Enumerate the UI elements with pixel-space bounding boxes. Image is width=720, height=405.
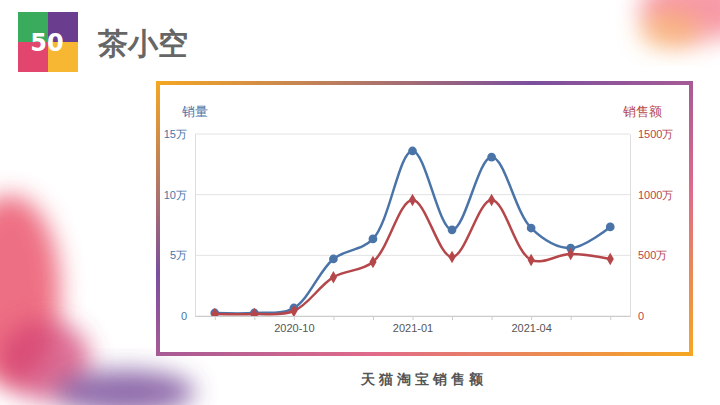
slide: 50 茶小空天猫淘宝销售额 0 5万 10万 15万 0 500万 1000万 1500万 2020…	[0, 0, 720, 405]
series-marker	[567, 248, 574, 260]
x-tick	[373, 316, 374, 320]
y-axis: 0 5万 10万 15万	[164, 128, 196, 322]
caption: 天猫淘宝销售额	[360, 371, 487, 387]
x-tick-mark	[294, 316, 295, 320]
x-tick	[215, 316, 216, 320]
series-marker	[251, 308, 258, 316]
y-tick: 15万	[164, 128, 195, 140]
x-tick	[610, 316, 611, 320]
series-marker	[369, 256, 376, 268]
y2-tick: 1000万	[630, 189, 673, 201]
y2-tick: 1500万	[630, 128, 673, 140]
series-marker	[290, 305, 297, 316]
x-tick: 2021-04	[511, 316, 551, 334]
x-tick-mark	[492, 316, 493, 320]
y2-tick-label: 1500万	[638, 128, 673, 140]
series-marker	[329, 255, 338, 264]
series-marker	[607, 253, 614, 265]
series-marker	[369, 235, 378, 244]
series-marker	[528, 254, 535, 266]
plot-area	[210, 147, 614, 316]
y-tick: 10万	[164, 189, 195, 201]
x-tick	[571, 316, 572, 320]
y2-tick-label: 0	[638, 310, 644, 322]
y-axis-line	[195, 135, 196, 317]
x-tick	[492, 316, 493, 320]
y2-axis: 0 500万 1000万 1500万	[630, 128, 673, 322]
slide-badge: 50	[18, 12, 78, 72]
y-tick-label: 15万	[164, 128, 187, 140]
x-tick-mark	[452, 316, 453, 320]
series-marker	[527, 224, 536, 233]
y2-tick: 500万	[630, 249, 667, 261]
y-tick-label: 0	[181, 310, 187, 322]
series-marker	[488, 194, 495, 206]
series-marker	[409, 194, 416, 206]
series-line	[215, 151, 610, 313]
grid-line	[195, 134, 630, 135]
series-line	[215, 200, 610, 314]
decoration	[0, 0, 720, 405]
chart-frame	[158, 83, 691, 354]
x-tick	[452, 316, 453, 320]
x-tick-mark	[254, 316, 255, 320]
series-marker	[211, 308, 218, 316]
x-tick-mark	[571, 316, 572, 320]
series-marker	[408, 147, 417, 156]
y-tick-label: 10万	[164, 189, 187, 201]
x-tick: 2021-01	[393, 316, 433, 334]
x-tick-mark	[215, 316, 216, 320]
y2-tick-label: 500万	[638, 249, 667, 261]
x-tick-mark	[333, 316, 334, 320]
series-marker	[448, 251, 455, 263]
x-tick-mark	[373, 316, 374, 320]
slide-number: 50	[30, 29, 63, 57]
y-tick-label: 5万	[170, 249, 187, 261]
y-axis-title: 销量	[181, 104, 208, 119]
x-tick: 2020-10	[274, 316, 314, 334]
y2-axis-title: 销售额	[622, 104, 662, 119]
watercolor-blob	[55, 370, 195, 405]
series-marker	[487, 153, 496, 162]
watercolor-blob	[640, 12, 700, 48]
x-axis: 2020-10 2021-01 2021-04	[196, 316, 631, 334]
y-tick: 5万	[170, 249, 195, 261]
series-marker	[606, 223, 615, 232]
x-tick-label: 2021-04	[511, 322, 551, 334]
y2-tick: 0	[630, 310, 644, 322]
grid	[195, 134, 630, 316]
y2-axis-line	[630, 135, 631, 317]
y2-tick-label: 1000万	[638, 189, 673, 201]
x-tick-mark	[610, 316, 611, 320]
series-marker	[448, 225, 457, 234]
series-marker	[330, 271, 337, 283]
slide-title: 茶小空	[97, 26, 188, 61]
x-tick	[254, 316, 255, 320]
x-tick-mark	[531, 316, 532, 320]
x-tick-mark	[413, 316, 414, 320]
x-tick	[333, 316, 334, 320]
x-tick-label: 2021-01	[393, 322, 433, 334]
y-tick: 0	[181, 310, 195, 322]
x-tick-label: 2020-10	[274, 322, 314, 334]
